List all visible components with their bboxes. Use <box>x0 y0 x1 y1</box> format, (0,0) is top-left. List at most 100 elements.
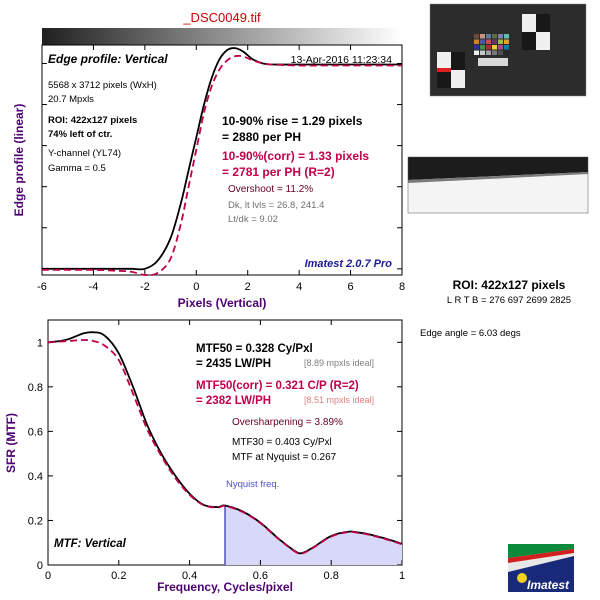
nyquist-label: Nyquist freq. <box>226 479 279 490</box>
edge-curves <box>41 47 402 277</box>
mtf-x-ticks: 0 0.2 0.4 0.6 0.8 1 <box>45 320 405 582</box>
color-patch <box>504 45 509 50</box>
mtf50-ideal: [8.89 mpxls ideal] <box>304 358 374 368</box>
edge-x-tick-label: 6 <box>348 281 354 293</box>
edge-x-tick-label: -2 <box>140 281 150 293</box>
corr-line-1: 10-90%(corr) = 1.33 pixels <box>222 149 369 163</box>
oversharpening-text: Oversharpening = 3.89% <box>232 417 343 428</box>
edge-corrected-curve <box>41 54 402 277</box>
color-patch <box>474 34 479 39</box>
edge-ylabel: Edge profile (linear) <box>12 104 26 217</box>
edge-x-tick-label: 2 <box>245 281 251 293</box>
color-checker <box>474 34 509 55</box>
edge-x-tick-label: -4 <box>89 281 99 293</box>
mtf-panel: 0 0.2 0.4 0.6 0.8 1 0 0.2 0.4 0.6 0.8 1 MTF50 = 0.… <box>4 319 405 594</box>
color-patch <box>480 39 485 44</box>
edge-xlabel: Pixels (Vertical) <box>178 296 267 310</box>
logo-dot <box>517 573 527 583</box>
gray-ramp-bar <box>42 28 402 45</box>
target-square <box>437 70 451 88</box>
mtf50-line-1: MTF50 = 0.328 Cy/Pxl <box>196 343 313 355</box>
mtf-y-tick-label: 0.6 <box>28 426 43 438</box>
info-line-1: 5568 x 3712 pixels (WxH) <box>48 80 157 91</box>
mtf-y-tick-label: 1 <box>37 337 43 349</box>
color-patch <box>474 50 479 55</box>
color-patch <box>498 45 503 50</box>
logo-swoosh-red <box>508 549 574 563</box>
edge-angle: Edge angle = 6.03 degs <box>420 328 521 339</box>
nyquist-mtf-text: MTF at Nyquist = 0.267 <box>232 452 337 463</box>
info-line-2: 20.7 Mpxls <box>48 94 94 105</box>
color-patch <box>486 34 491 39</box>
roi-dark-region <box>408 157 588 180</box>
mtf-y-tick-label: 0 <box>37 560 43 572</box>
mtf-x-tick-label: 0.2 <box>111 570 126 582</box>
imatest-logo: Imatest <box>508 544 574 592</box>
mtf-x-tick-label: 0.6 <box>253 570 268 582</box>
mtf-x-tick-label: 1 <box>399 570 405 582</box>
target-square <box>451 52 465 70</box>
roi-line-2: 74% left of ctr. <box>48 129 112 140</box>
color-patch <box>492 39 497 44</box>
color-patch <box>474 39 479 44</box>
edge-x-tick-label: 0 <box>193 281 199 293</box>
roi-line-1: ROI: 422x127 pixels <box>48 115 137 126</box>
dk-line-1: Dk, lt lvls = 26.8, 241.4 <box>228 200 324 211</box>
color-patch <box>474 45 479 50</box>
roi-crop-border <box>407 156 589 214</box>
nyquist-area <box>225 505 402 565</box>
roi-crop-image <box>407 156 589 214</box>
mtf-heading: MTF: Vertical <box>54 538 127 550</box>
color-patch <box>486 45 491 50</box>
mtf-xlabel: Frequency, Cycles/pixel <box>157 580 293 594</box>
edge-x-tick-label: 8 <box>399 281 405 293</box>
mtf50corr-line-1: MTF50(corr) = 0.321 C/P (R=2) <box>196 380 359 392</box>
rise-line-1: 10-90% rise = 1.29 pixels <box>222 114 363 128</box>
edge-x-tick-label: -6 <box>37 281 47 293</box>
color-patch <box>504 34 509 39</box>
mtf50corr-line-2: = 2382 LW/PH <box>196 395 271 407</box>
edge-plot-frame <box>41 44 403 276</box>
edge-x-tick-label: 4 <box>296 281 302 293</box>
color-patch <box>492 50 497 55</box>
edge-profile-panel: -6 -4 -2 0 2 4 6 8 Edge profile: Vertical 13-Ap… <box>12 44 405 310</box>
color-patch <box>480 50 485 55</box>
thumbnail-label-strip <box>478 58 508 66</box>
imatest-brand: Imatest 2.0.7 Pro <box>305 258 393 270</box>
color-patch <box>492 45 497 50</box>
mtf-x-tick-label: 0.8 <box>324 570 339 582</box>
dk-line-2: Lt/dk = 9.02 <box>228 214 278 225</box>
roi-heading: ROI: 422x127 pixels <box>453 278 566 292</box>
chart-thumbnail <box>429 3 587 97</box>
color-patch <box>504 50 509 55</box>
color-patch <box>504 39 509 44</box>
target-square <box>536 32 550 50</box>
color-patch <box>486 39 491 44</box>
mtf-x-tick-label: 0 <box>45 570 51 582</box>
corr-line-2: = 2781 per PH (R=2) <box>222 165 335 179</box>
color-patch <box>480 45 485 50</box>
edge-x-ticks: -6 -4 -2 0 2 4 6 8 <box>37 45 405 293</box>
mtf30-text: MTF30 = 0.403 Cy/Pxl <box>232 437 332 448</box>
mtf50-line-2: = 2435 LW/PH <box>196 358 271 370</box>
roi-edge-transition <box>408 172 588 183</box>
target-square <box>451 70 465 88</box>
roi-coords: L R T B = 276 697 2699 2825 <box>447 295 571 306</box>
overshoot-text: Overshoot = 11.2% <box>228 184 313 195</box>
color-patch <box>480 34 485 39</box>
color-patch <box>498 50 503 55</box>
color-patch <box>498 34 503 39</box>
mtf-x-tick-label: 0.4 <box>182 570 197 582</box>
rise-line-2: = 2880 per PH <box>222 130 301 144</box>
file-title: _DSC0049.tif <box>182 10 261 25</box>
target-square <box>536 14 550 32</box>
color-patch <box>486 50 491 55</box>
edge-heading: Edge profile: Vertical <box>48 52 168 66</box>
color-patch <box>498 39 503 44</box>
target-square <box>522 32 536 50</box>
mtf-y-tick-label: 0.2 <box>28 515 43 527</box>
roi-marker <box>437 68 451 72</box>
channel-line-2: Gamma = 0.5 <box>48 163 106 174</box>
channel-line-1: Y-channel (YL74) <box>48 148 121 159</box>
